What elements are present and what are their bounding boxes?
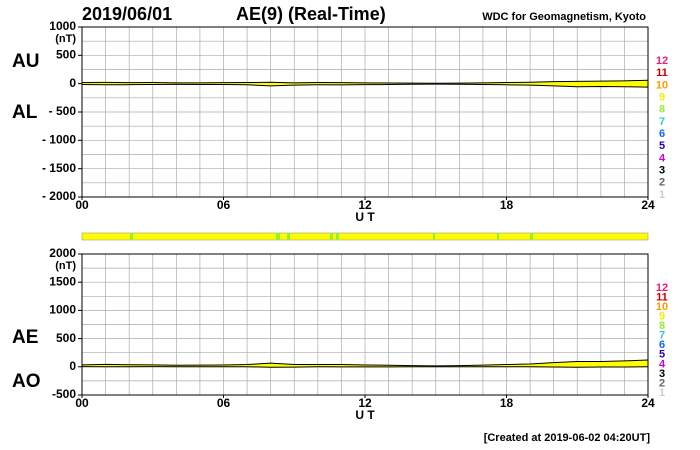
station-label: 6	[659, 339, 665, 351]
station-label: 9	[659, 311, 665, 323]
station-label: 11	[656, 67, 668, 79]
station-label: 8	[659, 320, 665, 332]
x-axis-label: U T	[355, 210, 375, 224]
x-tick-label: 00	[75, 198, 89, 212]
series-line	[81, 83, 649, 88]
station-label: 6	[659, 128, 665, 140]
station-label: 4	[659, 358, 666, 370]
station-label: 1	[659, 387, 665, 399]
y-tick-label: 500	[56, 331, 76, 345]
coverage-bar	[81, 232, 649, 241]
y-tick-label: -500	[52, 387, 76, 401]
station-label: 10	[656, 79, 668, 91]
x-tick-label: 18	[500, 396, 514, 410]
x-tick-label: 24	[641, 198, 655, 212]
y-tick-label: - 2000	[42, 189, 76, 203]
station-label: 7	[659, 330, 665, 342]
x-tick-label: 06	[217, 396, 231, 410]
station-label: 3	[659, 165, 665, 177]
title: AE(9) (Real-Time)	[236, 4, 386, 24]
footer: [Created at 2019-06-02 04:20UT]	[484, 432, 651, 444]
y-tick-label: 2000	[49, 246, 76, 260]
station-label: 2	[659, 377, 665, 389]
x-axis-label: U T	[355, 408, 375, 422]
station-label: 11	[656, 291, 668, 303]
series-line	[81, 359, 649, 367]
station-label: 4	[659, 152, 666, 164]
source: WDC for Geomagnetism, Kyoto	[482, 11, 646, 23]
station-label: 12	[656, 55, 668, 67]
y-unit: (nT)	[55, 260, 76, 272]
y-tick-label: - 1000	[42, 133, 76, 147]
station-label: 8	[659, 104, 665, 116]
x-tick-label: 06	[217, 198, 231, 212]
series-line	[81, 366, 649, 368]
x-tick-label: 00	[75, 396, 89, 410]
y-tick-label: 0	[69, 359, 76, 373]
station-label: 1	[659, 189, 665, 201]
x-tick-label: 24	[641, 396, 655, 410]
station-label: 10	[656, 301, 668, 313]
station-label: 9	[659, 91, 665, 103]
station-label: 3	[659, 368, 665, 380]
series-label: AL	[12, 102, 38, 123]
station-label: 7	[659, 116, 665, 128]
y-tick-label: 0	[69, 76, 76, 90]
y-tick-label: - 1500	[42, 161, 76, 175]
series-label: AU	[12, 51, 39, 72]
y-unit: (nT)	[55, 33, 76, 45]
y-tick-label: 1000	[49, 19, 76, 33]
station-label: 2	[659, 177, 665, 189]
y-tick-label: 500	[56, 48, 76, 62]
y-tick-label: - 500	[49, 104, 77, 118]
y-tick-label: 1500	[49, 274, 76, 288]
x-tick-label: 12	[358, 396, 372, 410]
x-tick-label: 12	[358, 198, 372, 212]
series-line	[81, 79, 649, 84]
y-tick-label: 1000	[49, 303, 76, 317]
station-label: 5	[659, 140, 665, 152]
station-label: 5	[659, 349, 665, 361]
x-tick-label: 18	[500, 198, 514, 212]
series-label: AO	[12, 371, 41, 392]
date: 2019/06/01	[82, 4, 172, 24]
station-label: 12	[656, 282, 668, 294]
series-label: AE	[12, 327, 38, 348]
